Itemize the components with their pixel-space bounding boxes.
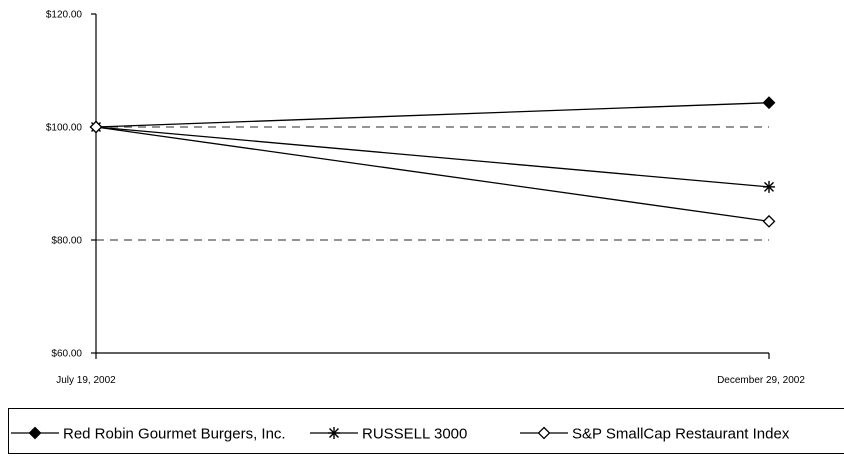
tick-labels: $60.00 $80.00 $100.00 $120.00 July 19, 2002 D… bbox=[46, 10, 806, 387]
series-1-point-1 bbox=[763, 180, 775, 193]
legend-label: Red Robin Gourmet Burgers, Inc. bbox=[63, 426, 286, 443]
series-line-1 bbox=[95, 126, 770, 188]
series-line-0 bbox=[95, 102, 770, 128]
series-2-point-0 bbox=[89, 120, 103, 134]
stock-performance-chart: $60.00 $80.00 $100.00 $120.00 July 19, 2002 D… bbox=[46, 10, 806, 387]
legend-label: RUSSELL 3000 bbox=[362, 426, 467, 443]
legend-marker-2 bbox=[537, 426, 551, 440]
legend-entry-1: RUSSELL 3000 bbox=[310, 426, 467, 443]
chart-legend: Red Robin Gourmet Burgers, Inc. RUSSELL 3… bbox=[8, 408, 844, 454]
x-tick-label: July 19, 2002 bbox=[56, 375, 116, 386]
series-0-point-1 bbox=[762, 96, 776, 110]
series-line-2 bbox=[95, 126, 770, 222]
series-lines bbox=[89, 96, 776, 228]
legend-marker-1 bbox=[328, 427, 340, 439]
y-tick-label: $100.00 bbox=[46, 123, 83, 134]
legend-entries: Red Robin Gourmet Burgers, Inc. RUSSELL 3… bbox=[11, 426, 790, 443]
series-2-point-1 bbox=[762, 214, 776, 228]
legend-marker-0 bbox=[28, 426, 42, 440]
legend-label: S&P SmallCap Restaurant Index bbox=[572, 426, 790, 443]
gridlines bbox=[96, 126, 769, 241]
y-tick-label: $60.00 bbox=[51, 349, 82, 360]
x-tick-label: December 29, 2002 bbox=[717, 375, 805, 386]
y-tick-label: $80.00 bbox=[51, 236, 82, 247]
legend-entry-0: Red Robin Gourmet Burgers, Inc. bbox=[11, 426, 286, 443]
legend-entry-2: S&P SmallCap Restaurant Index bbox=[520, 426, 790, 443]
axes bbox=[91, 13, 770, 359]
y-tick-label: $120.00 bbox=[46, 10, 83, 21]
